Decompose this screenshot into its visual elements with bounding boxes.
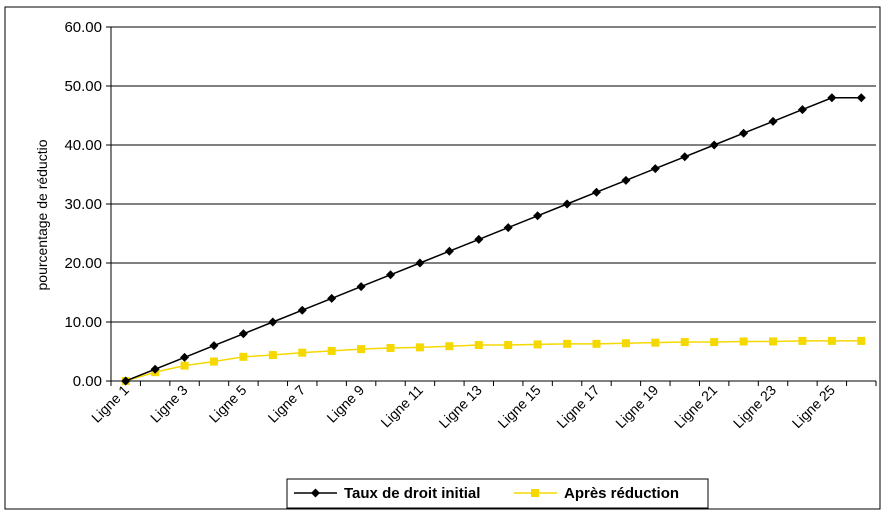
data-point-diamond <box>797 105 807 115</box>
data-point-diamond <box>503 223 513 233</box>
data-point-square <box>621 339 630 348</box>
data-point-diamond <box>739 128 749 138</box>
data-point-diamond <box>327 293 337 303</box>
legend-diamond-icon <box>311 488 320 498</box>
data-point-square <box>504 341 513 350</box>
data-point-square <box>415 343 424 352</box>
data-point-diamond <box>621 175 631 185</box>
axes <box>106 26 877 386</box>
y-tick-label: 30.00 <box>64 196 102 213</box>
chart-border <box>4 6 881 510</box>
data-point-square <box>798 336 807 345</box>
y-tick-label: 50.00 <box>64 78 102 95</box>
data-point-diamond <box>150 364 160 374</box>
y-tick-label: 20.00 <box>64 255 102 272</box>
series-taux-de-droit-initial <box>121 93 866 386</box>
data-point-diamond <box>680 152 690 162</box>
data-point-diamond <box>209 341 219 351</box>
data-point-square <box>445 342 454 351</box>
series <box>121 93 866 386</box>
legend-label-1: Taux de droit initial <box>344 485 480 502</box>
data-point-diamond <box>356 282 366 292</box>
data-point-square <box>857 336 866 345</box>
data-point-square <box>239 352 248 361</box>
data-point-square <box>474 341 483 350</box>
data-point-square <box>209 357 218 366</box>
data-point-diamond <box>856 93 866 103</box>
data-point-square <box>180 361 189 370</box>
data-point-diamond <box>238 329 248 339</box>
data-point-diamond <box>709 140 719 150</box>
data-point-diamond <box>444 246 454 256</box>
legend-box <box>286 478 709 509</box>
data-point-square <box>298 348 307 357</box>
data-point-square <box>386 343 395 352</box>
data-point-square <box>680 338 689 347</box>
data-point-square <box>827 336 836 345</box>
data-point-square <box>268 351 277 360</box>
data-point-square <box>739 337 748 346</box>
y-tick-labels: 0.00 10.00 20.00 30.00 40.00 50.00 60.00 <box>64 19 102 390</box>
legend: Taux de droit initial Après réduction <box>286 478 709 509</box>
series-line <box>125 97 862 382</box>
data-point-diamond <box>268 317 278 327</box>
data-point-diamond <box>827 93 837 103</box>
data-point-diamond <box>768 116 778 126</box>
data-point-diamond <box>386 270 396 280</box>
data-point-square <box>327 346 336 355</box>
legend-label-2: Après réduction <box>564 485 679 502</box>
y-tick-label: 60.00 <box>64 19 102 36</box>
data-point-diamond <box>297 305 307 315</box>
data-point-square <box>533 340 542 349</box>
data-point-diamond <box>415 258 425 268</box>
legend-square-icon <box>531 489 539 497</box>
data-point-square <box>592 339 601 348</box>
y-axis-label: pourcentage de réductio <box>34 139 50 290</box>
data-point-square <box>563 339 572 348</box>
data-point-square <box>710 338 719 347</box>
data-point-diamond <box>180 352 190 362</box>
series-line <box>125 340 862 382</box>
gridlines <box>111 26 876 323</box>
data-point-diamond <box>533 211 543 221</box>
data-point-diamond <box>562 199 572 209</box>
data-point-diamond <box>474 234 484 244</box>
data-point-diamond <box>591 187 601 197</box>
data-point-square <box>769 337 778 346</box>
y-tick-label: 0.00 <box>73 373 102 390</box>
data-point-square <box>357 345 366 354</box>
data-point-diamond <box>121 376 131 386</box>
data-point-diamond <box>650 164 660 174</box>
y-tick-label: 40.00 <box>64 137 102 154</box>
series-apres-reduction <box>121 336 866 385</box>
data-point-square <box>651 338 660 347</box>
y-tick-label: 10.00 <box>64 314 102 331</box>
